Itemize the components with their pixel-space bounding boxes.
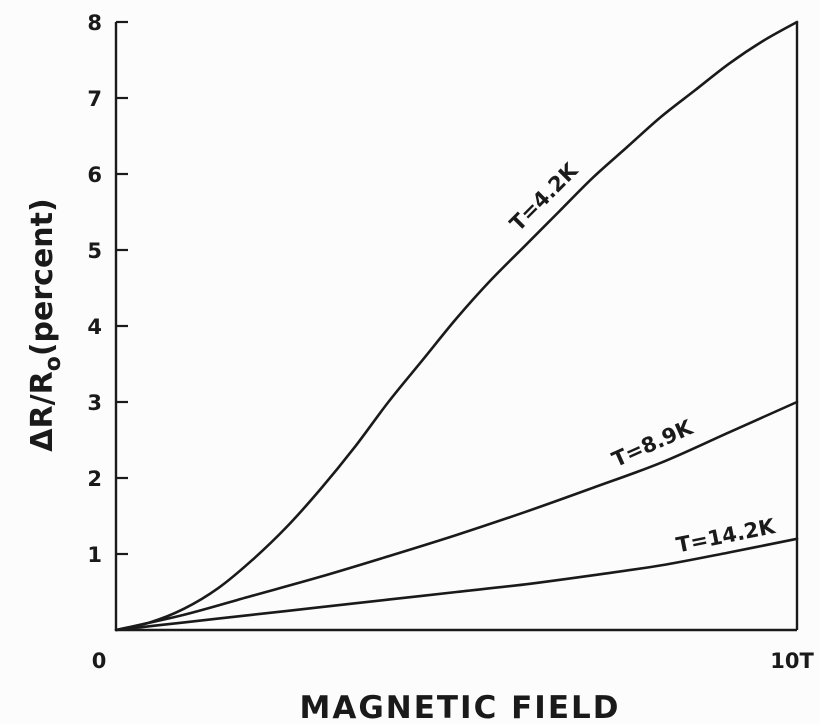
y-axis-title-main: ΔR/R (25, 371, 60, 451)
y-tick-label-7: 7 (87, 87, 102, 111)
y-tick-label-2: 2 (87, 467, 102, 491)
series-label-t-4-2k: T=4.2K (505, 158, 583, 236)
series-label-t-8-9k: T=8.9K (608, 415, 696, 472)
y-tick-labels: 1 2 3 4 5 6 7 8 (87, 11, 102, 567)
y-tick-label-3: 3 (87, 391, 102, 415)
y-tick-label-8: 8 (87, 11, 102, 35)
y-tick-label-4: 4 (87, 315, 102, 339)
series-curves (114, 20, 799, 632)
x-tick-label-ten-tesla: 10T (770, 649, 814, 673)
y-axis-title: ΔR/Ro(percent) (25, 198, 66, 451)
y-axis-title-suffix: (percent) (25, 198, 60, 356)
y-tick-label-1: 1 (87, 543, 102, 567)
series-line-t-8-9k (114, 400, 799, 632)
series-label-t-14-2k: T=14.2K (674, 514, 777, 557)
y-tick-label-6: 6 (87, 163, 102, 187)
y-axis-title-subscript: o (41, 356, 66, 371)
y-axis-title-group: ΔR/Ro(percent) (25, 198, 66, 451)
series-line-t-4-2k (114, 20, 799, 632)
y-ticks (116, 20, 128, 556)
series-labels: T=4.2K T=8.9K T=14.2K (505, 158, 778, 557)
series-line-t-14-2k (114, 537, 799, 632)
y-tick-label-5: 5 (87, 239, 102, 263)
x-axis-title: MAGNETIC FIELD (299, 690, 620, 724)
x-tick-label-zero: 0 (92, 649, 107, 673)
